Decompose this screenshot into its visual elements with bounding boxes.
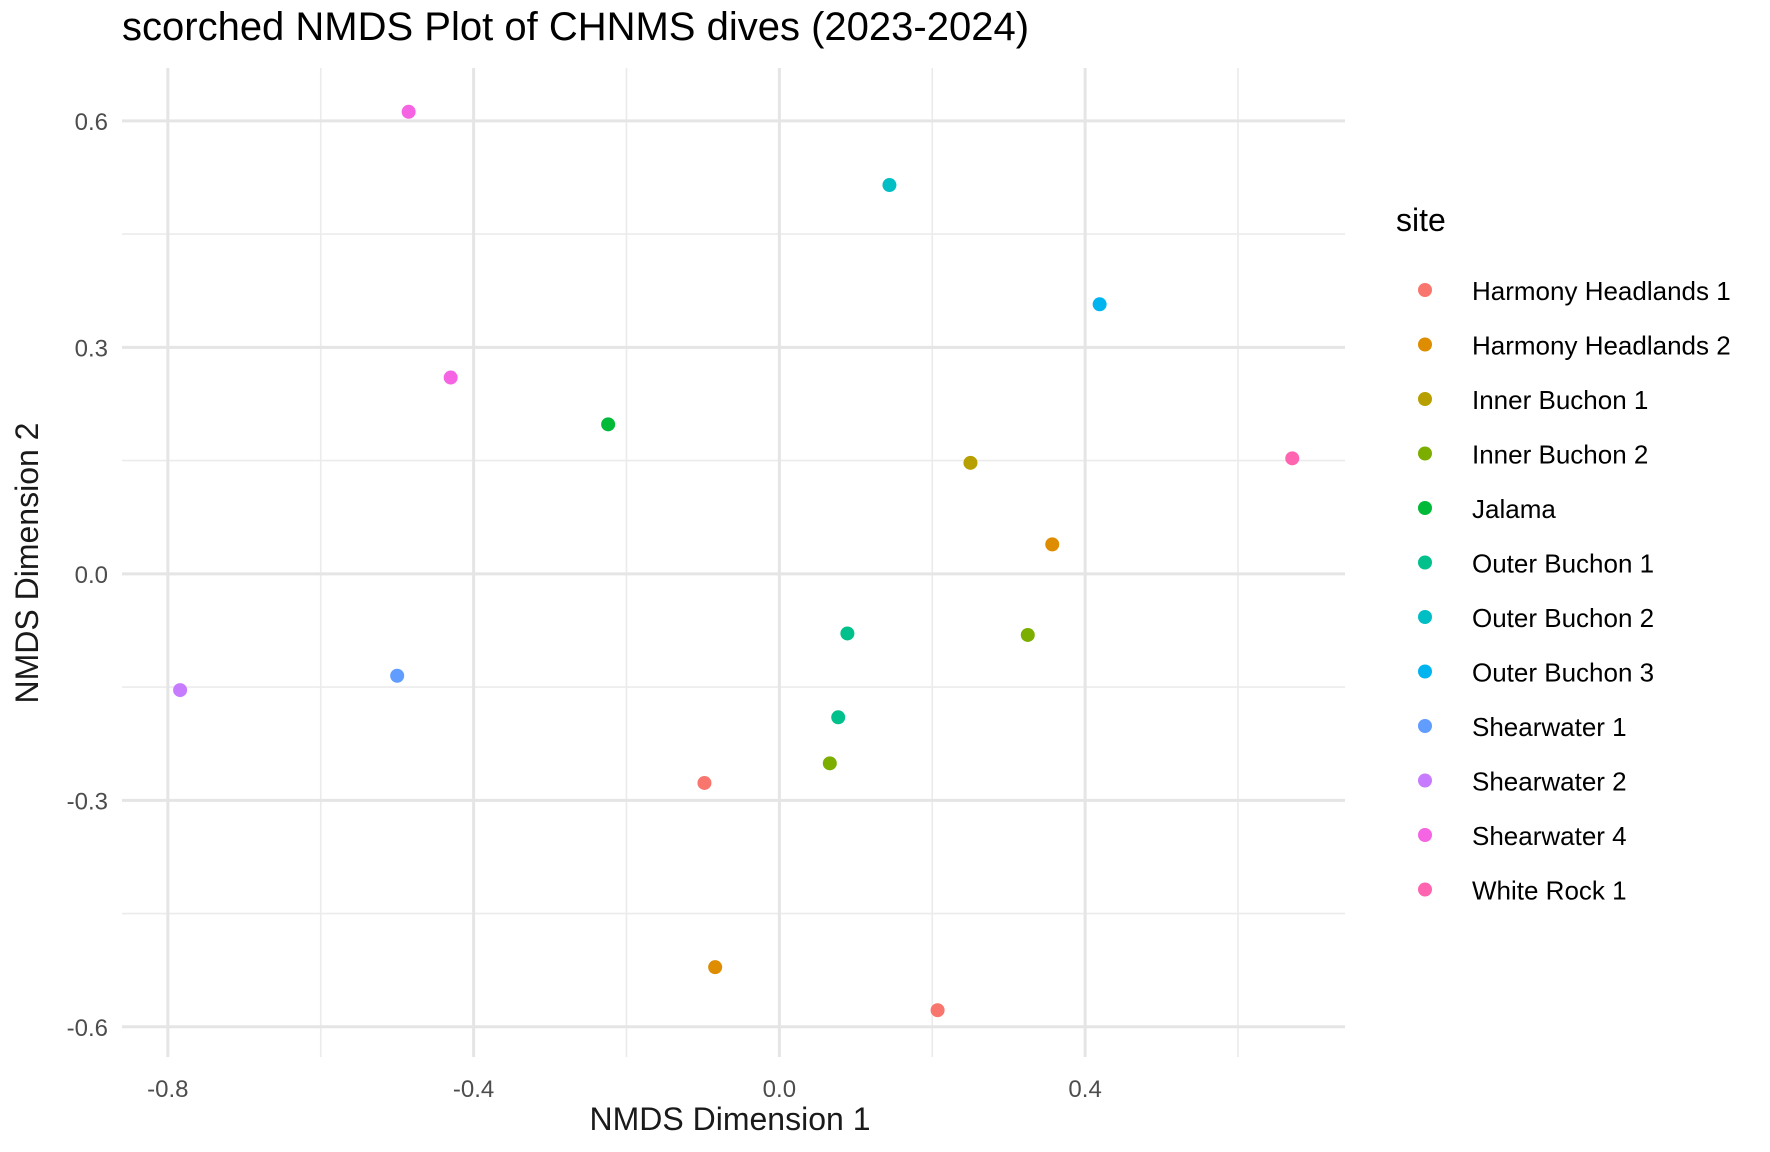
legend-marker (1418, 828, 1432, 842)
y-tick-label: -0.6 (67, 1015, 108, 1042)
legend-label: Outer Buchon 2 (1472, 603, 1654, 633)
data-point (1092, 297, 1107, 312)
legend-item: Outer Buchon 3 (1418, 658, 1654, 688)
plot-grid (122, 68, 1345, 1057)
data-point (697, 775, 712, 790)
y-tick-label: -0.3 (67, 788, 108, 815)
chart-title: scorched NMDS Plot of CHNMS dives (2023-… (122, 5, 1029, 49)
legend-item: Shearwater 2 (1418, 767, 1627, 797)
x-tick-label: -0.8 (147, 1076, 188, 1103)
data-point (840, 626, 855, 641)
x-tick-label: 0.4 (1068, 1076, 1101, 1103)
legend-marker (1418, 392, 1432, 406)
legend-label: Outer Buchon 3 (1472, 658, 1654, 688)
data-point (173, 683, 188, 698)
data-point (963, 455, 978, 470)
legend-label: Shearwater 2 (1472, 767, 1627, 797)
y-axis-ticks: -0.6 -0.3 0.0 0.3 0.6 (67, 109, 108, 1042)
data-point (443, 370, 458, 385)
y-axis-title: NMDS Dimension 2 (9, 423, 45, 704)
legend-marker (1418, 773, 1432, 788)
legend-item: Outer Buchon 1 (1418, 549, 1654, 579)
legend-item: Shearwater 1 (1418, 712, 1627, 742)
legend-marker (1418, 446, 1432, 461)
legend-item: Outer Buchon 2 (1418, 603, 1654, 633)
legend-item: Inner Buchon 2 (1418, 440, 1648, 470)
x-tick-label: 0.0 (763, 1076, 796, 1103)
data-point (822, 756, 837, 771)
legend-label: Outer Buchon 1 (1472, 549, 1654, 579)
legend-label: Shearwater 4 (1472, 821, 1627, 851)
legend-marker (1418, 283, 1432, 297)
legend-marker (1418, 501, 1432, 515)
x-axis-ticks: -0.8 -0.4 0.0 0.4 (147, 1076, 1102, 1103)
x-tick-label: -0.4 (453, 1076, 494, 1103)
data-point (1285, 451, 1300, 466)
legend-item: Harmony Headlands 2 (1418, 331, 1731, 361)
legend-label: Harmony Headlands 2 (1472, 331, 1731, 361)
legend-item: White Rock 1 (1418, 876, 1627, 906)
data-point (1045, 537, 1060, 552)
legend-marker (1418, 882, 1432, 897)
legend-item: Jalama (1418, 494, 1556, 524)
legend-marker (1418, 719, 1432, 733)
legend-label: Jalama (1472, 494, 1556, 524)
legend-label: Inner Buchon 2 (1472, 440, 1648, 470)
legend-item: Shearwater 4 (1418, 821, 1627, 851)
x-axis-title: NMDS Dimension 1 (590, 1101, 871, 1137)
data-point (1020, 627, 1035, 642)
legend-item: Harmony Headlands 1 (1418, 276, 1731, 306)
y-tick-label: 0.6 (75, 109, 108, 136)
data-point (401, 104, 416, 119)
y-tick-label: 0.3 (75, 335, 108, 362)
data-points (173, 104, 1300, 1018)
legend-marker (1418, 337, 1432, 352)
data-point (882, 178, 897, 193)
legend-marker (1418, 555, 1432, 570)
legend-marker (1418, 664, 1432, 679)
legend-item: Inner Buchon 1 (1418, 385, 1648, 415)
data-point (930, 1003, 945, 1018)
legend: Harmony Headlands 1 Harmony Headlands 2 In… (1418, 276, 1731, 906)
data-point (601, 417, 616, 432)
legend-label: Inner Buchon 1 (1472, 385, 1648, 415)
legend-marker (1418, 610, 1432, 624)
data-point (390, 668, 405, 683)
legend-label: Shearwater 1 (1472, 712, 1627, 742)
data-point (708, 960, 723, 975)
legend-label: Harmony Headlands 1 (1472, 276, 1731, 306)
data-point (831, 710, 846, 725)
legend-label: White Rock 1 (1472, 876, 1627, 906)
legend-title: site (1396, 202, 1446, 238)
y-tick-label: 0.0 (75, 562, 108, 589)
